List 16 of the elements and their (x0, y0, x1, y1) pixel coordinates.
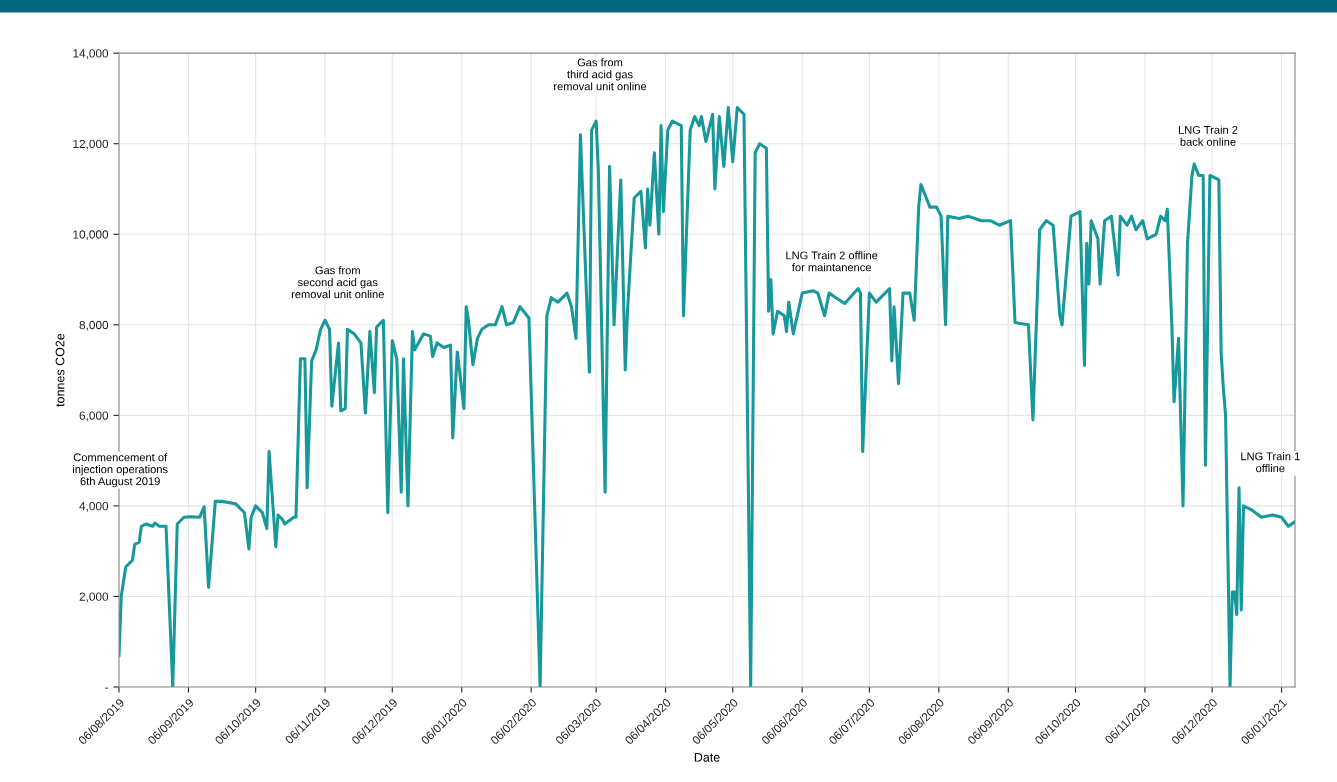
y-tick-label: 4,000 (79, 501, 109, 512)
y-axis-title: tonnes CO2e (55, 333, 65, 407)
annotation: LNG Train 2 back online (1178, 125, 1238, 146)
y-tick-label: 2,000 (79, 592, 109, 603)
annotation: Gas from second acid gas removal unit online (291, 266, 384, 299)
y-tick-label: 6,000 (79, 411, 109, 422)
y-tick-label: 8,000 (79, 320, 109, 331)
y-tick-label: 10,000 (73, 230, 109, 241)
annotation: Gas from third acid gas removal unit online (554, 58, 647, 91)
annotation: LNG Train 1 offline (1241, 452, 1300, 473)
annotation: Commencement of injection operations 6th August 2019 (73, 453, 168, 488)
annotation: LNG Train 2 offline for maintanence (786, 251, 878, 272)
y-tick-label: - (105, 687, 109, 689)
y-tick-label: 12,000 (73, 139, 109, 150)
x-axis-title: Date (694, 752, 720, 762)
y-tick-label: 14,000 (73, 49, 109, 59)
